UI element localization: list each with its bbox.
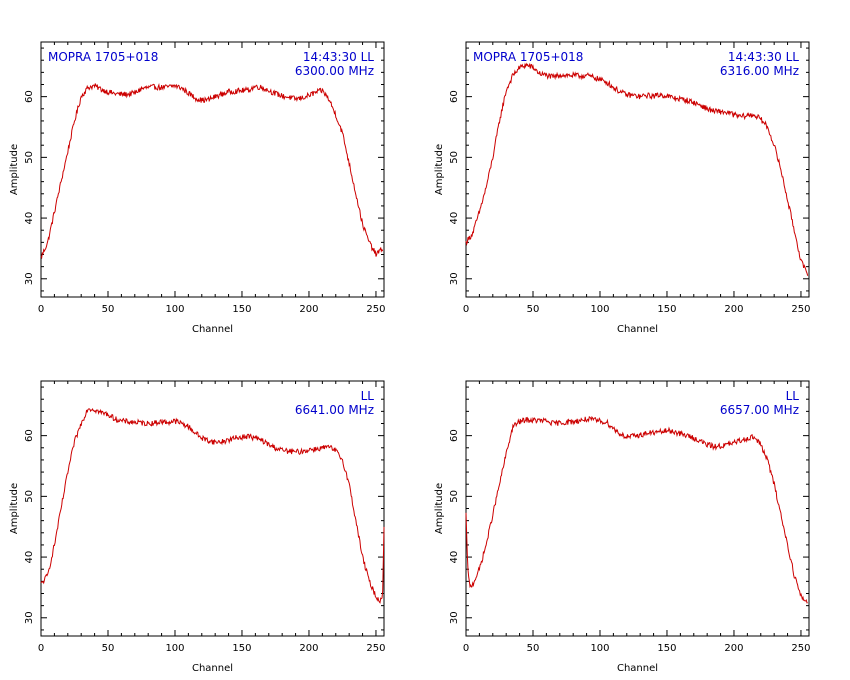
frequency-annotation: 6300.00 MHz xyxy=(295,64,374,78)
plot-frame xyxy=(465,41,810,298)
plot-frame xyxy=(465,380,810,637)
x-tick-label: 50 xyxy=(527,304,540,315)
y-tick-label: 40 xyxy=(24,212,35,225)
x-tick-label: 200 xyxy=(299,643,318,654)
x-tick-label: 150 xyxy=(657,304,676,315)
x-tick-label: 150 xyxy=(657,643,676,654)
x-tick-label: 100 xyxy=(165,304,184,315)
y-tick-label: 60 xyxy=(449,90,460,103)
spectrum-line xyxy=(40,407,385,604)
time-pol-annotation: LL xyxy=(361,389,375,403)
spectrum-line xyxy=(465,62,809,276)
y-tick-label: 60 xyxy=(449,429,460,442)
x-tick-label: 250 xyxy=(366,643,385,654)
time-pol-annotation: LL xyxy=(786,389,800,403)
plot-frame xyxy=(40,41,385,298)
x-tick-label: 150 xyxy=(232,643,251,654)
y-tick-label: 50 xyxy=(24,490,35,503)
plot-frame xyxy=(40,380,385,637)
frequency-annotation: 6641.00 MHz xyxy=(295,403,374,417)
y-tick-label: 30 xyxy=(449,611,460,624)
x-axis-title: Channel xyxy=(192,663,233,674)
x-tick-label: 100 xyxy=(165,643,184,654)
x-tick-label: 100 xyxy=(590,304,609,315)
x-tick-label: 200 xyxy=(724,643,743,654)
y-tick-label: 60 xyxy=(24,90,35,103)
source-annotation: MOPRA 1705+018 xyxy=(48,50,158,64)
x-tick-label: 100 xyxy=(590,643,609,654)
x-tick-label: 50 xyxy=(527,643,540,654)
y-tick-label: 40 xyxy=(449,551,460,564)
source-annotation: MOPRA 1705+018 xyxy=(473,50,583,64)
x-tick-label: 200 xyxy=(724,304,743,315)
y-tick-label: 30 xyxy=(449,272,460,285)
x-tick-label: 0 xyxy=(38,643,44,654)
y-tick-label: 30 xyxy=(24,272,35,285)
frequency-annotation: 6657.00 MHz xyxy=(720,403,799,417)
x-tick-label: 250 xyxy=(791,304,810,315)
x-axis-title: Channel xyxy=(192,324,233,335)
y-tick-label: 30 xyxy=(24,611,35,624)
panel-top-right: 0 50 100 150 200 250 30 40 50 60 Channel Amplitude M… xyxy=(434,41,811,335)
x-tick-label: 0 xyxy=(463,304,469,315)
y-tick-label: 50 xyxy=(24,151,35,164)
y-tick-label: 40 xyxy=(449,212,460,225)
y-tick-label: 50 xyxy=(449,490,460,503)
frequency-annotation: 6316.00 MHz xyxy=(720,64,799,78)
panel-bottom-right: 0 50 100 150 200 250 30 40 50 60 Channel Amplitude L… xyxy=(434,380,811,674)
spectrum-line xyxy=(40,82,384,260)
x-tick-label: 200 xyxy=(299,304,318,315)
y-tick-label: 60 xyxy=(24,429,35,442)
x-axis-title: Channel xyxy=(617,324,658,335)
y-tick-label: 50 xyxy=(449,151,460,164)
time-pol-annotation: 14:43:30 LL xyxy=(728,50,799,64)
x-tick-label: 150 xyxy=(232,304,251,315)
y-axis-title: Amplitude xyxy=(434,144,445,195)
time-pol-annotation: 14:43:30 LL xyxy=(303,50,374,64)
y-tick-label: 40 xyxy=(24,551,35,564)
y-axis-title: Amplitude xyxy=(9,144,20,195)
x-axis-title: Channel xyxy=(617,663,658,674)
y-axis-title: Amplitude xyxy=(9,483,20,534)
x-tick-label: 0 xyxy=(463,643,469,654)
x-tick-label: 50 xyxy=(102,643,115,654)
spectrum-line xyxy=(465,415,808,604)
panel-top-left: 0 50 100 150 200 250 30 40 50 60 Channel Amplitude M… xyxy=(9,41,386,335)
x-tick-label: 250 xyxy=(791,643,810,654)
x-tick-label: 250 xyxy=(366,304,385,315)
x-tick-label: 50 xyxy=(102,304,115,315)
y-axis-title: Amplitude xyxy=(434,483,445,534)
x-tick-label: 0 xyxy=(38,304,44,315)
panel-bottom-left: 0 50 100 150 200 250 30 40 50 60 Channel Amplitude L… xyxy=(9,380,386,674)
